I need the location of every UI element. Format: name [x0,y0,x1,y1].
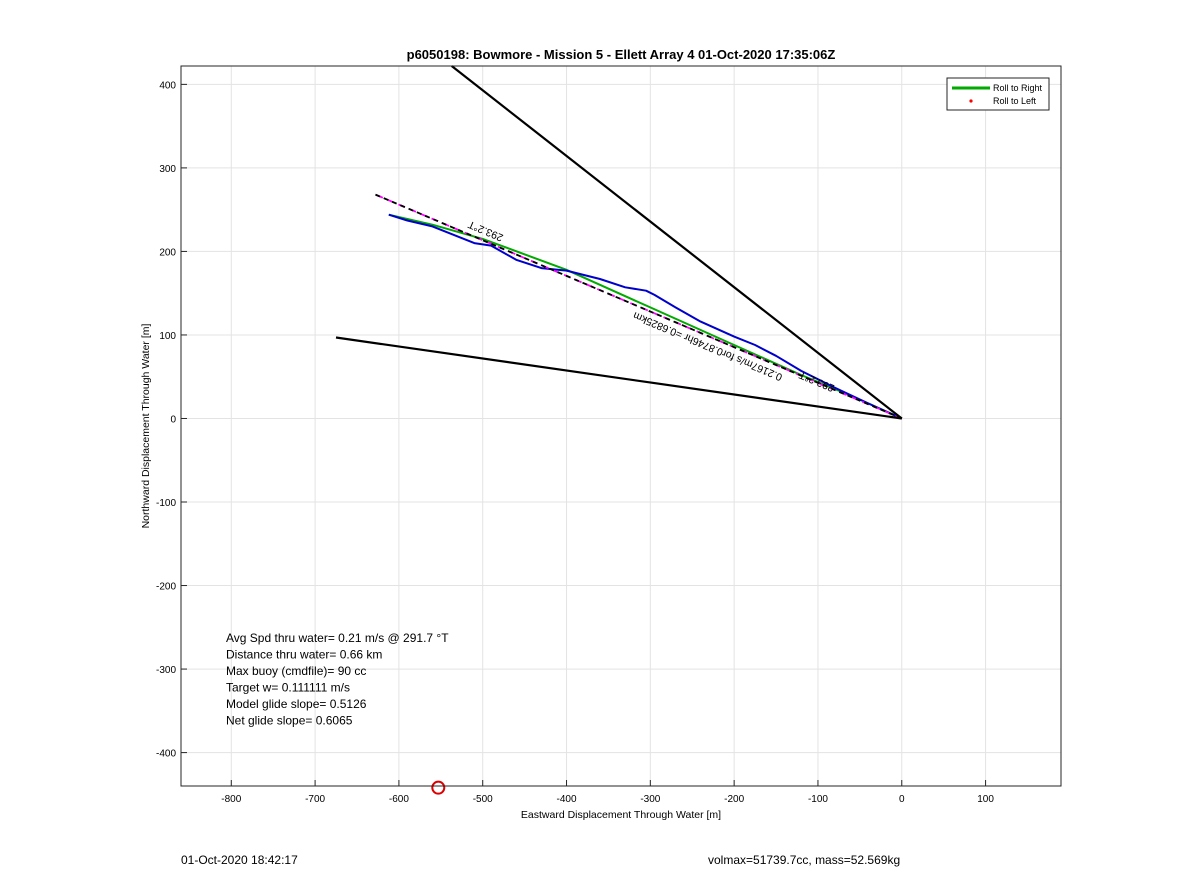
series-line-1 [388,213,903,420]
position-marker [431,780,446,795]
x-tick-label: -600 [389,794,409,805]
x-tick-label: -400 [557,794,577,805]
x-tick-label: -700 [305,794,325,805]
y-tick-label: 200 [159,247,176,258]
y-axis-ticks: -400 -300 -200 -100 0 100 200 300 400 [156,80,187,760]
stat-line: Model glide slope= 0.5126 [226,697,367,711]
heading-annotation: 0.2167m/s for0.8746hr =0.6825km [631,309,784,383]
footer-timestamp: 01-Oct-2020 18:42:17 [181,853,298,867]
grid [181,66,1061,786]
x-tick-label: 0 [899,794,905,805]
chart-title: p6050198: Bowmore - Mission 5 - Ellett A… [407,47,836,62]
stat-line: Max buoy (cmdfile)= 90 cc [226,664,366,678]
x-tick-label: -200 [724,794,744,805]
stat-line: Net glide slope= 0.6065 [226,714,353,728]
y-tick-label: -200 [156,582,176,593]
y-tick-label: 0 [170,414,176,425]
x-tick-label: -500 [473,794,493,805]
y-tick-label: -300 [156,665,176,676]
x-axis-ticks: -800 -700 -600 -500 -400 -300 -200 -100 0 100 [221,780,994,805]
footer-volmax-mass: volmax=51739.7cc, mass=52.569kg [708,853,901,867]
plot-series [335,65,903,795]
y-tick-label: 100 [159,331,176,342]
x-tick-label: 100 [977,794,994,805]
series-line-6 [335,336,902,420]
legend: Roll to Right Roll to Left [946,77,1050,111]
x-tick-label: -800 [221,794,241,805]
legend-box [946,77,1050,111]
y-tick-label: -400 [156,749,176,760]
plot-frame [180,65,1062,787]
stat-line: Avg Spd thru water= 0.21 m/s @ 291.7 °T [226,631,449,645]
legend-label: Roll to Right [993,83,1043,93]
y-tick-label: 300 [159,164,176,175]
stat-line: Distance thru water= 0.66 km [226,648,382,662]
legend-label: Roll to Left [993,96,1037,106]
stat-line: Target w= 0.111111 m/s [226,681,350,695]
series-line-5 [451,65,903,420]
stats-text-block: Avg Spd thru water= 0.21 m/s @ 291.7 °T D… [226,631,449,728]
y-axis-label: Northward Displacement Through Water [m] [140,324,152,529]
x-tick-label: -100 [808,794,828,805]
y-tick-label: -100 [156,498,176,509]
x-tick-label: -300 [640,794,660,805]
series-line-2 [388,213,903,420]
x-axis-label: Eastward Displacement Through Water [m] [521,809,721,821]
legend-swatch-dot [969,99,973,103]
y-tick-label: 400 [159,80,176,91]
heading-annotation: 293.2°T [797,368,836,394]
